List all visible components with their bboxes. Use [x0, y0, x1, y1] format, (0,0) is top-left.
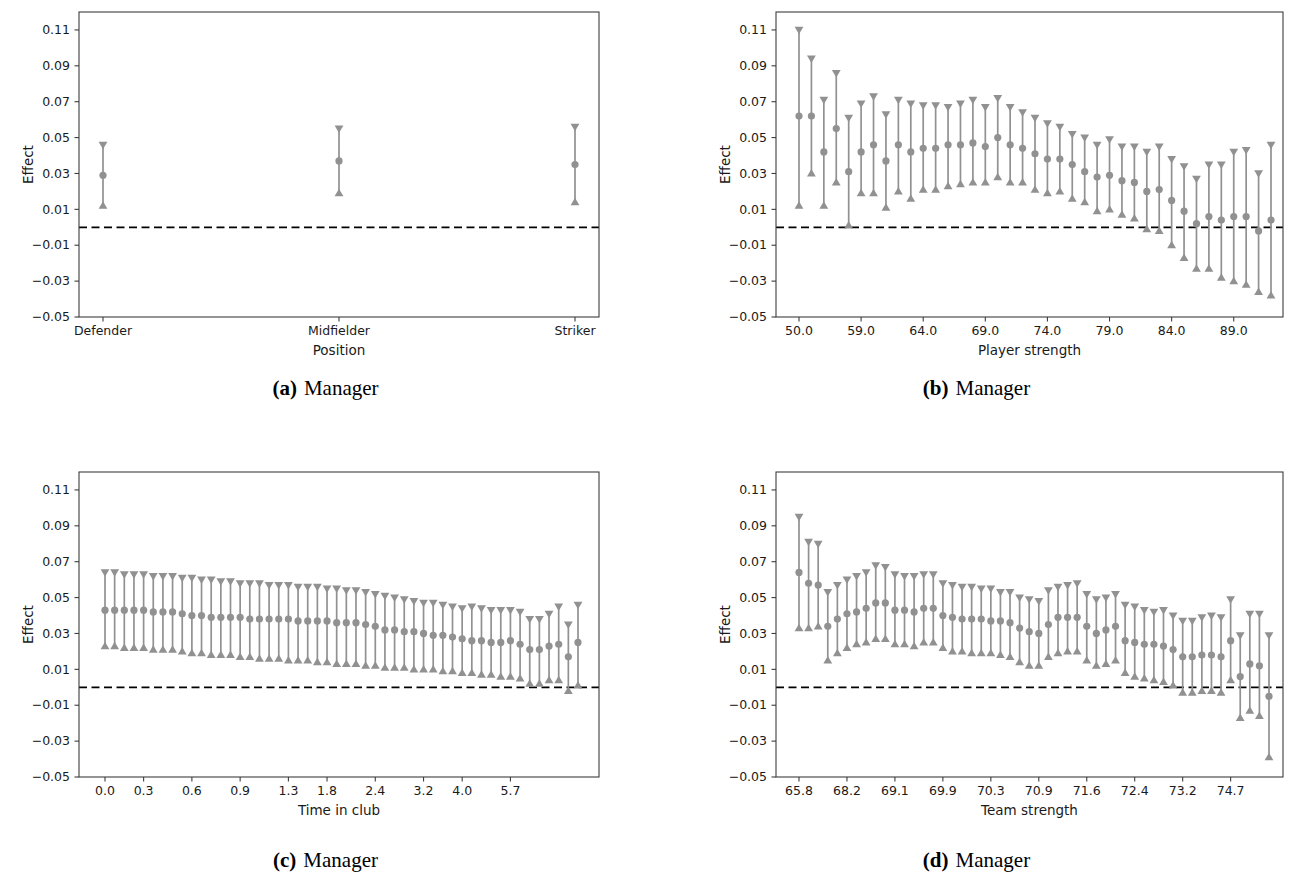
- svg-text:0.09: 0.09: [739, 518, 767, 533]
- svg-text:0.11: 0.11: [739, 22, 767, 37]
- svg-text:0.03: 0.03: [42, 626, 70, 641]
- svg-text:0.11: 0.11: [42, 482, 70, 497]
- caption-b-index: (b): [923, 376, 949, 400]
- svg-text:−0.03: −0.03: [729, 273, 767, 288]
- svg-text:1.3: 1.3: [278, 783, 298, 798]
- svg-text:59.0: 59.0: [847, 323, 875, 338]
- svg-text:69.0: 69.0: [971, 323, 999, 338]
- svg-text:72.4: 72.4: [1121, 783, 1149, 798]
- svg-text:−0.03: −0.03: [32, 733, 70, 748]
- svg-text:−0.05: −0.05: [729, 309, 767, 324]
- svg-text:−0.05: −0.05: [32, 309, 70, 324]
- svg-text:0.05: 0.05: [42, 130, 70, 145]
- svg-text:0.09: 0.09: [739, 58, 767, 73]
- svg-text:0.05: 0.05: [739, 590, 767, 605]
- svg-text:70.9: 70.9: [1025, 783, 1053, 798]
- chart-a-errorbar-plot: 0.11 0.09 0.07 0.05 0.03 0.01 −0.01 −0.03 −0.05 D…: [0, 0, 651, 372]
- svg-text:Player strength: Player strength: [978, 342, 1081, 358]
- svg-text:Striker: Striker: [554, 323, 596, 338]
- svg-text:73.2: 73.2: [1169, 783, 1197, 798]
- svg-text:4.0: 4.0: [452, 783, 472, 798]
- caption-a-title: Manager: [304, 376, 379, 400]
- svg-text:Position: Position: [313, 342, 366, 358]
- caption-a: (a) Manager: [0, 376, 651, 401]
- svg-text:69.9: 69.9: [929, 783, 957, 798]
- svg-text:0.01: 0.01: [42, 202, 70, 217]
- caption-a-index: (a): [272, 376, 297, 400]
- svg-text:0.03: 0.03: [42, 166, 70, 181]
- svg-text:5.7: 5.7: [500, 783, 520, 798]
- svg-text:Time in club: Time in club: [297, 802, 380, 818]
- svg-text:69.1: 69.1: [881, 783, 909, 798]
- svg-text:79.0: 79.0: [1096, 323, 1124, 338]
- caption-c: (c) Manager: [0, 848, 651, 873]
- svg-text:50.0: 50.0: [785, 323, 813, 338]
- svg-text:0.11: 0.11: [42, 22, 70, 37]
- svg-text:0.07: 0.07: [42, 94, 70, 109]
- svg-text:Effect: Effect: [20, 605, 36, 644]
- caption-b: (b) Manager: [651, 376, 1302, 401]
- svg-text:0.05: 0.05: [42, 590, 70, 605]
- caption-c-title: Manager: [303, 848, 378, 872]
- svg-text:−0.01: −0.01: [729, 697, 767, 712]
- caption-d-title: Manager: [956, 848, 1031, 872]
- svg-text:−0.03: −0.03: [32, 273, 70, 288]
- svg-text:84.0: 84.0: [1158, 323, 1186, 338]
- svg-text:70.3: 70.3: [977, 783, 1005, 798]
- svg-text:−0.03: −0.03: [729, 733, 767, 748]
- svg-text:−0.05: −0.05: [729, 769, 767, 784]
- svg-text:1.8: 1.8: [317, 783, 337, 798]
- svg-text:−0.01: −0.01: [32, 697, 70, 712]
- caption-d: (d) Manager: [651, 848, 1302, 873]
- figure-grid: 0.11 0.09 0.07 0.05 0.03 0.01 −0.01 −0.03 −0.05 D…: [0, 0, 1302, 882]
- svg-text:74.0: 74.0: [1033, 323, 1061, 338]
- svg-text:89.0: 89.0: [1220, 323, 1248, 338]
- svg-text:65.8: 65.8: [785, 783, 813, 798]
- caption-c-index: (c): [273, 848, 296, 872]
- svg-text:Effect: Effect: [20, 145, 36, 184]
- svg-text:0.03: 0.03: [739, 166, 767, 181]
- chart-b-errorbar-plot: 0.11 0.09 0.07 0.05 0.03 0.01 −0.01 −0.03 −0.05 5…: [651, 0, 1302, 372]
- svg-text:0.01: 0.01: [739, 662, 767, 677]
- svg-text:2.4: 2.4: [365, 783, 385, 798]
- svg-text:64.0: 64.0: [909, 323, 937, 338]
- svg-text:0.6: 0.6: [182, 783, 202, 798]
- svg-text:0.09: 0.09: [42, 518, 70, 533]
- svg-text:−0.01: −0.01: [32, 237, 70, 252]
- chart-c-errorbar-plot: 0.11 0.09 0.07 0.05 0.03 0.01 −0.01 −0.03 −0.05 0…: [0, 460, 651, 832]
- svg-text:0.01: 0.01: [42, 662, 70, 677]
- caption-b-title: Manager: [956, 376, 1031, 400]
- svg-text:0.11: 0.11: [739, 482, 767, 497]
- svg-text:Effect: Effect: [717, 605, 733, 644]
- svg-text:0.9: 0.9: [230, 783, 250, 798]
- svg-text:0.3: 0.3: [134, 783, 154, 798]
- panel-b: 0.11 0.09 0.07 0.05 0.03 0.01 −0.01 −0.03 −0.05 5…: [651, 0, 1302, 441]
- svg-text:0.07: 0.07: [739, 94, 767, 109]
- svg-text:−0.01: −0.01: [729, 237, 767, 252]
- svg-text:Defender: Defender: [74, 323, 133, 338]
- svg-text:68.2: 68.2: [833, 783, 861, 798]
- panel-c: 0.11 0.09 0.07 0.05 0.03 0.01 −0.01 −0.03 −0.05 0…: [0, 460, 651, 882]
- svg-text:0.07: 0.07: [739, 554, 767, 569]
- svg-text:0.01: 0.01: [739, 202, 767, 217]
- chart-d-errorbar-plot: 0.11 0.09 0.07 0.05 0.03 0.01 −0.01 −0.03 −0.05 6…: [651, 460, 1302, 832]
- svg-text:3.2: 3.2: [414, 783, 434, 798]
- svg-text:0.03: 0.03: [739, 626, 767, 641]
- svg-text:0.0: 0.0: [95, 783, 115, 798]
- svg-text:71.6: 71.6: [1073, 783, 1101, 798]
- svg-text:−0.05: −0.05: [32, 769, 70, 784]
- caption-d-index: (d): [923, 848, 949, 872]
- svg-text:74.7: 74.7: [1217, 783, 1245, 798]
- svg-text:0.09: 0.09: [42, 58, 70, 73]
- svg-text:Team strength: Team strength: [980, 802, 1078, 818]
- panel-d: 0.11 0.09 0.07 0.05 0.03 0.01 −0.01 −0.03 −0.05 6…: [651, 460, 1302, 882]
- svg-text:0.05: 0.05: [739, 130, 767, 145]
- panel-a: 0.11 0.09 0.07 0.05 0.03 0.01 −0.01 −0.03 −0.05 D…: [0, 0, 651, 441]
- svg-text:Effect: Effect: [717, 145, 733, 184]
- svg-text:Midfielder: Midfielder: [308, 323, 371, 338]
- svg-text:0.07: 0.07: [42, 554, 70, 569]
